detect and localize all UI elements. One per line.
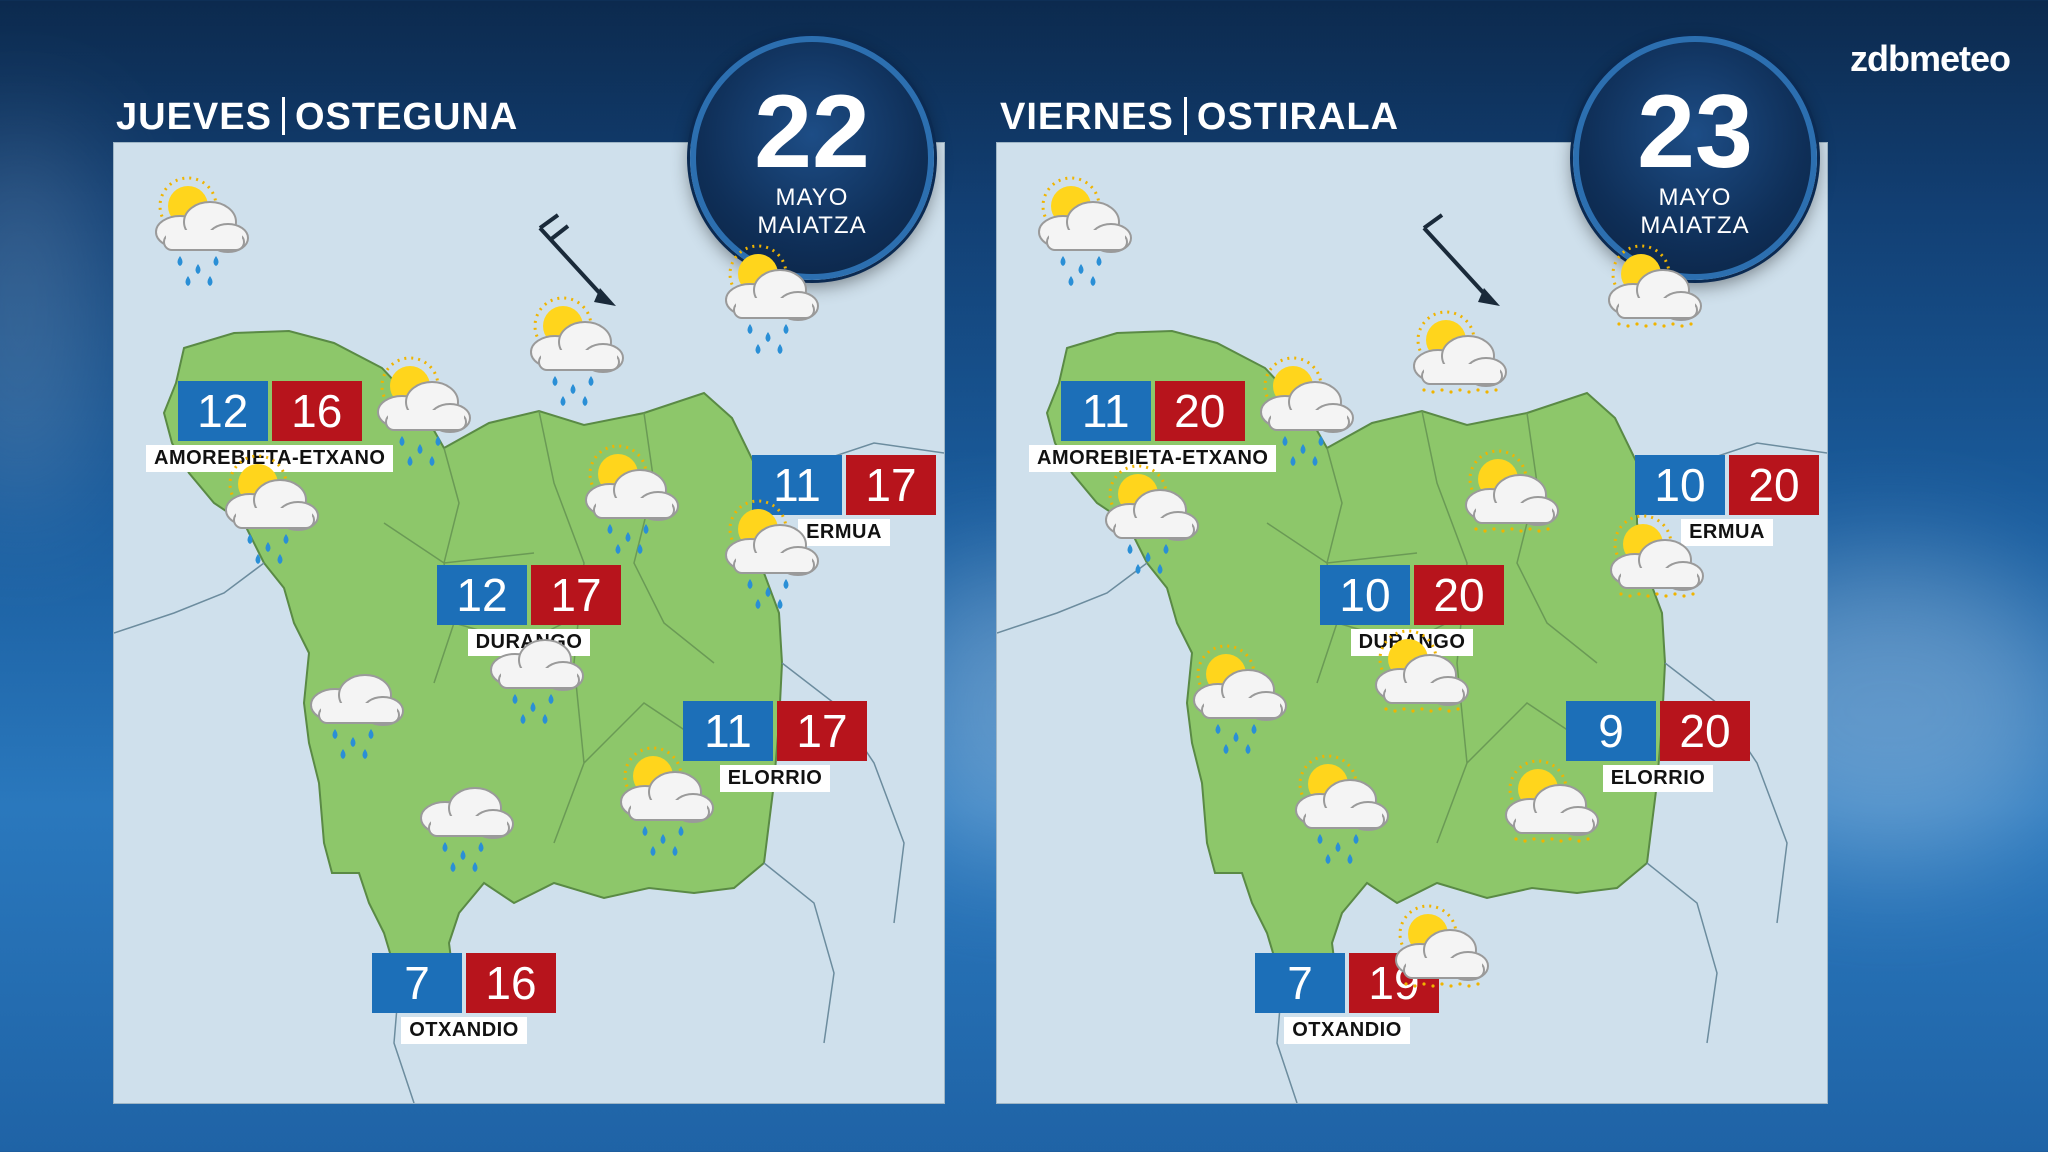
sun-cloud-icon xyxy=(1595,510,1715,630)
min-temp: 9 xyxy=(1566,701,1656,761)
sun-cloud-rain-icon xyxy=(1023,172,1143,292)
city-temp-amorebieta: 12 16 AMOREBIETA-ETXANO xyxy=(146,381,394,472)
min-temp: 11 xyxy=(683,701,773,761)
sun-cloud-rain-icon xyxy=(140,172,260,292)
sun-cloud-rain-icon xyxy=(605,742,725,862)
max-temp: 20 xyxy=(1154,381,1245,441)
day-name-es: JUEVES xyxy=(116,96,272,138)
day-name-eu: OSTIRALA xyxy=(1196,96,1400,138)
city-temp-ermua: 10 20 ERMUA xyxy=(1635,455,1819,546)
date-number: 22 xyxy=(754,74,870,190)
date-number: 23 xyxy=(1637,74,1753,190)
min-temp: 12 xyxy=(177,381,268,441)
max-temp: 20 xyxy=(1660,701,1750,761)
sun-cloud-rain-icon xyxy=(1178,640,1298,760)
city-temp-otxandio: 7 19 OTXANDIO xyxy=(1255,953,1439,1044)
date-badge-2: 23 MAYO MAIATZA xyxy=(1573,36,1817,280)
wind-arrow-icon xyxy=(538,213,616,306)
day-title-1: JUEVES OSTEGUNA xyxy=(116,96,518,139)
min-temp: 12 xyxy=(437,565,527,625)
min-temp: 11 xyxy=(1060,381,1151,441)
sun-cloud-icon xyxy=(1360,625,1480,745)
month-es: MAYO xyxy=(775,184,849,211)
day-title-2: VIERNES OSTIRALA xyxy=(1000,96,1399,139)
sun-cloud-rain-icon xyxy=(362,352,482,472)
month-eu: MAIATZA xyxy=(757,212,867,239)
sun-cloud-rain-icon xyxy=(710,240,830,360)
cloud-rain-icon xyxy=(405,758,525,878)
sun-cloud-rain-icon xyxy=(1280,750,1400,870)
city-name: AMOREBIETA-ETXANO xyxy=(1029,445,1277,472)
brand-logo: zdbmeteo xyxy=(1849,38,2011,79)
sun-cloud-rain-icon xyxy=(570,440,690,560)
sun-cloud-rain-icon xyxy=(1245,352,1365,472)
max-temp: 20 xyxy=(1414,565,1504,625)
sun-cloud-rain-icon xyxy=(710,495,830,615)
min-temp: 10 xyxy=(1320,565,1410,625)
city-name: AMOREBIETA-ETXANO xyxy=(146,445,394,472)
sun-cloud-icon xyxy=(1593,240,1713,360)
month-eu: MAIATZA xyxy=(1640,212,1750,239)
sun-cloud-icon xyxy=(1450,445,1570,565)
city-name: OTXANDIO xyxy=(401,1017,527,1044)
max-temp: 17 xyxy=(846,455,936,515)
min-temp: 7 xyxy=(372,953,462,1013)
city-name: OTXANDIO xyxy=(1284,1017,1410,1044)
max-temp: 20 xyxy=(1729,455,1819,515)
city-temp-ermua: 11 17 ERMUA xyxy=(752,455,936,546)
month-es: MAYO xyxy=(1658,184,1732,211)
sun-cloud-rain-icon xyxy=(210,450,330,570)
sun-cloud-icon xyxy=(1490,755,1610,875)
city-temp-amorebieta: 11 20 AMOREBIETA-ETXANO xyxy=(1029,381,1277,472)
max-temp: 17 xyxy=(777,701,867,761)
cloud-rain-icon xyxy=(475,610,595,730)
sun-cloud-icon xyxy=(1398,306,1518,426)
sun-cloud-rain-icon xyxy=(1090,460,1210,580)
min-temp: 7 xyxy=(1255,953,1345,1013)
sun-cloud-icon xyxy=(1380,900,1500,1020)
sun-cloud-rain-icon xyxy=(515,292,635,412)
max-temp: 16 xyxy=(271,381,362,441)
min-temp: 10 xyxy=(1635,455,1725,515)
min-temp: 11 xyxy=(752,455,842,515)
city-temp-otxandio: 7 16 OTXANDIO xyxy=(372,953,556,1044)
city-name: ELORRIO xyxy=(1602,765,1714,792)
city-temp-elorrio: 11 17 ELORRIO xyxy=(683,701,867,792)
max-temp: 17 xyxy=(531,565,621,625)
day-name-eu: OSTEGUNA xyxy=(294,96,519,138)
day-name-es: VIERNES xyxy=(1000,96,1174,138)
city-name: ERMUA xyxy=(798,519,890,546)
city-name: ELORRIO xyxy=(719,765,831,792)
date-badge-1: 22 MAYO MAIATZA xyxy=(690,36,934,280)
wind-arrow-icon xyxy=(1422,213,1500,306)
city-temp-elorrio: 9 20 ELORRIO xyxy=(1566,701,1750,792)
max-temp: 16 xyxy=(466,953,556,1013)
cloud-rain-icon xyxy=(295,645,415,765)
city-name: ERMUA xyxy=(1681,519,1773,546)
